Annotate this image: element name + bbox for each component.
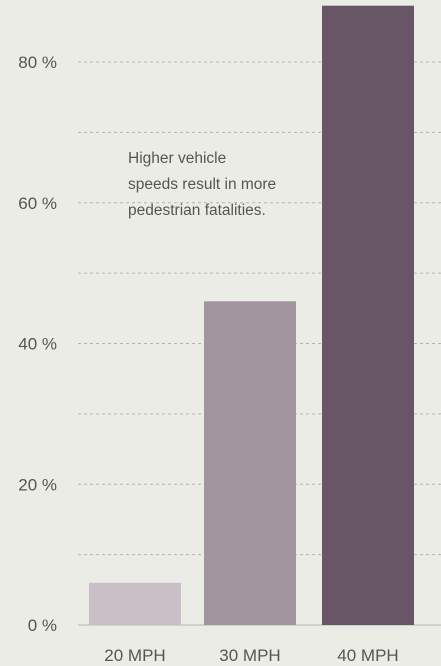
chart-annotation: Higher vehicle speeds result in more ped…: [128, 150, 277, 219]
y-tick-label: 60 %: [18, 194, 57, 213]
y-tick-label: 0 %: [28, 616, 57, 635]
x-axis-category-labels: 20 MPH 30 MPH 40 MPH: [104, 646, 398, 665]
y-axis-tick-labels: 0 % 20 % 40 % 60 % 80 %: [18, 53, 57, 635]
x-category-label: 20 MPH: [104, 646, 165, 665]
bar-30-mph: [204, 301, 296, 625]
y-tick-label: 40 %: [18, 335, 57, 354]
y-tick-label: 20 %: [18, 475, 57, 494]
bar-20-mph: [89, 582, 181, 625]
y-tick-label: 80 %: [18, 53, 57, 72]
bars: [89, 5, 414, 625]
x-category-label: 40 MPH: [337, 646, 398, 665]
bar-40-mph: [322, 5, 414, 625]
x-category-label: 30 MPH: [219, 646, 280, 665]
